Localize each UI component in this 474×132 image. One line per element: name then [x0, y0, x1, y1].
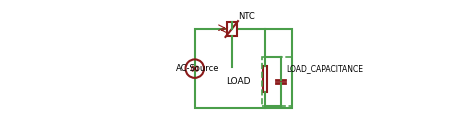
Text: LOAD: LOAD: [226, 77, 250, 86]
Text: NTC: NTC: [238, 12, 255, 21]
Bar: [262, 57, 292, 106]
Bar: [227, 22, 237, 36]
Text: LOAD_CAPACITANCE: LOAD_CAPACITANCE: [286, 64, 364, 73]
Bar: [263, 66, 267, 92]
Bar: [195, 29, 292, 108]
Text: AC-Source: AC-Source: [176, 64, 220, 73]
